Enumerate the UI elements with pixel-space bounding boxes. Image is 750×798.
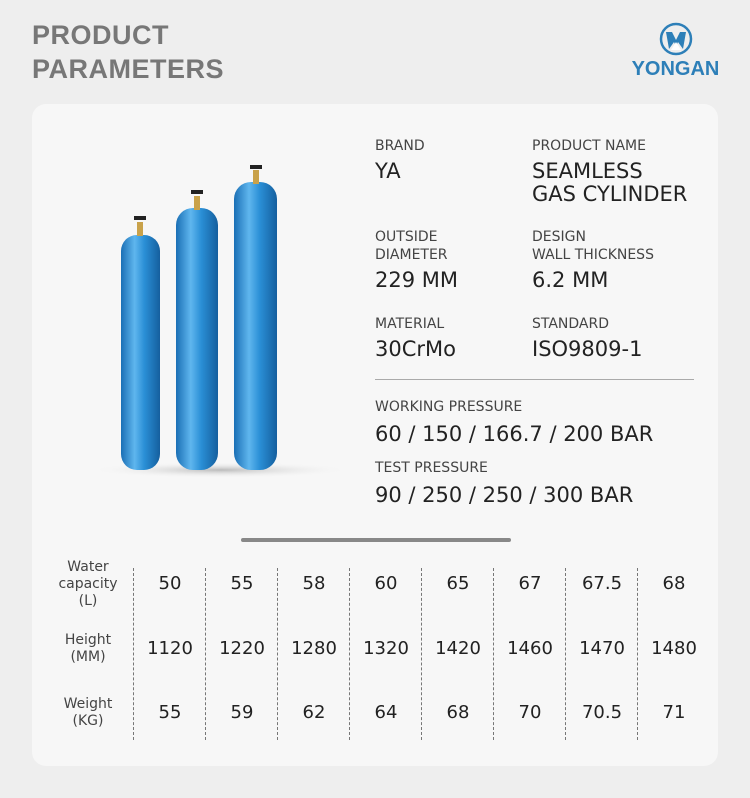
table-cell: 55 <box>158 702 182 723</box>
column-divider <box>493 568 494 740</box>
table-cell: 58 <box>302 573 326 594</box>
test-pressure-value: 90 / 250 / 250 / 300 BAR <box>375 483 634 507</box>
table-cell: 70.5 <box>581 702 623 723</box>
test-pressure-label: TEST PRESSURE <box>375 460 488 476</box>
column-divider <box>277 568 278 740</box>
table-cell: 65 <box>446 573 470 594</box>
table-cell: 71 <box>662 702 686 723</box>
row-label: Height (MM) <box>38 632 138 666</box>
row-label-line: capacity <box>58 575 118 592</box>
row-label: Weight (KG) <box>38 696 138 730</box>
material-label: MATERIAL <box>375 316 445 332</box>
cylinder-small <box>121 216 160 470</box>
table-cell: 1320 <box>363 638 409 659</box>
cylinder-medium <box>176 190 218 470</box>
product-name-label: PRODUCT NAME <box>532 138 646 154</box>
wall-value: 6.2 MM <box>532 268 609 292</box>
table-cell: 1460 <box>507 638 553 659</box>
table-cell: 1220 <box>219 638 265 659</box>
wall-label-1: DESIGN <box>532 229 586 245</box>
table-cell: 70 <box>518 702 542 723</box>
table-cell: 1280 <box>291 638 337 659</box>
section-divider-bar <box>241 538 511 542</box>
diameter-label-2: DIAMETER <box>375 247 448 263</box>
table-cell: 55 <box>230 573 254 594</box>
cylinders-image <box>100 165 350 478</box>
brand-logo: YONGAN <box>628 22 723 81</box>
product-name-line-1: SEAMLESS <box>532 159 643 183</box>
divider <box>375 379 694 380</box>
row-label-line: (MM) <box>70 649 106 665</box>
wall-label-2: WALL THICKNESS <box>532 247 654 263</box>
product-name-line-2: GAS CYLINDER <box>532 182 688 206</box>
row-label: Water capacity (L) <box>38 559 138 610</box>
table-cell: 62 <box>302 702 326 723</box>
table-cell: 64 <box>374 702 398 723</box>
diameter-value: 229 MM <box>375 268 458 292</box>
title-line-1: PRODUCT <box>32 20 169 50</box>
working-pressure-label: WORKING PRESSURE <box>375 399 523 415</box>
logo-icon <box>659 22 692 56</box>
column-divider <box>565 568 566 740</box>
title-line-2: PARAMETERS <box>32 54 225 84</box>
column-divider <box>205 568 206 740</box>
working-pressure-value: 60 / 150 / 166.7 / 200 BAR <box>375 422 654 446</box>
standard-label: STANDARD <box>532 316 610 332</box>
column-divider <box>349 568 350 740</box>
table-cell: 1470 <box>579 638 625 659</box>
table-cell: 1120 <box>147 638 193 659</box>
brand-label: BRAND <box>375 138 425 154</box>
column-divider <box>421 568 422 740</box>
table-cell: 60 <box>374 573 398 594</box>
diameter-label-1: OUTSIDE <box>375 229 438 245</box>
table-cell: 68 <box>662 573 686 594</box>
page-title: PRODUCT PARAMETERS <box>32 18 224 86</box>
table-cell: 67.5 <box>581 573 623 594</box>
row-label-line: (L) <box>78 592 98 609</box>
cylinder-large <box>234 165 277 470</box>
column-divider <box>637 568 638 740</box>
row-label-line: Water <box>67 558 109 575</box>
table-cell: 50 <box>158 573 182 594</box>
row-label-line: Height <box>64 632 112 648</box>
logo-text: YONGAN <box>631 58 720 80</box>
brand-value: YA <box>375 159 401 183</box>
material-value: 30CrMo <box>375 337 456 361</box>
row-label-line: Weight <box>63 696 113 712</box>
column-divider <box>133 568 134 740</box>
table-cell: 67 <box>518 573 542 594</box>
table-cell: 1480 <box>651 638 697 659</box>
row-label-line: (KG) <box>72 713 104 729</box>
standard-value: ISO9809-1 <box>532 337 643 361</box>
table-cell: 59 <box>230 702 254 723</box>
table-cell: 1420 <box>435 638 481 659</box>
table-cell: 68 <box>446 702 470 723</box>
